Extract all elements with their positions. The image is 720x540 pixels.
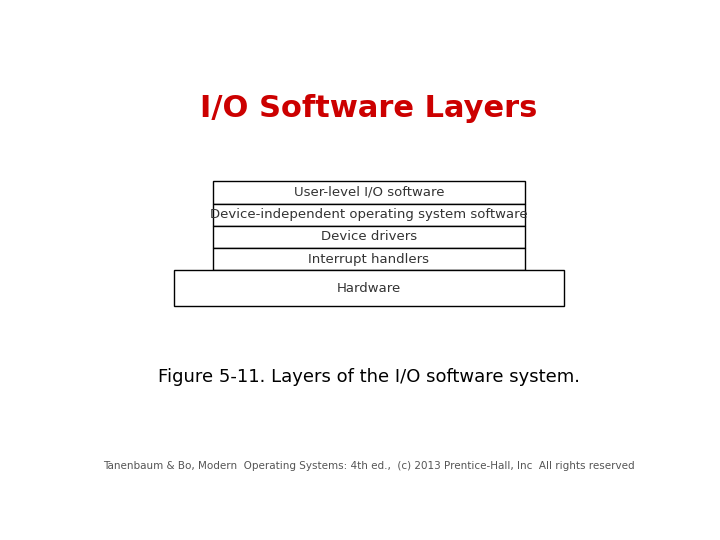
Text: Interrupt handlers: Interrupt handlers <box>308 253 430 266</box>
Text: Device-independent operating system software: Device-independent operating system soft… <box>210 208 528 221</box>
Text: Device drivers: Device drivers <box>321 231 417 244</box>
FancyBboxPatch shape <box>213 204 526 226</box>
FancyBboxPatch shape <box>213 181 526 204</box>
Text: Tanenbaum & Bo, Modern  Operating Systems: 4th ed.,  (c) 2013 Prentice-Hall, Inc: Tanenbaum & Bo, Modern Operating Systems… <box>103 462 635 471</box>
FancyBboxPatch shape <box>174 271 564 306</box>
FancyBboxPatch shape <box>213 248 526 271</box>
Text: User-level I/O software: User-level I/O software <box>294 186 444 199</box>
Text: I/O Software Layers: I/O Software Layers <box>200 94 538 123</box>
Text: Hardware: Hardware <box>337 282 401 295</box>
Text: Figure 5-11. Layers of the I/O software system.: Figure 5-11. Layers of the I/O software … <box>158 368 580 386</box>
FancyBboxPatch shape <box>213 226 526 248</box>
